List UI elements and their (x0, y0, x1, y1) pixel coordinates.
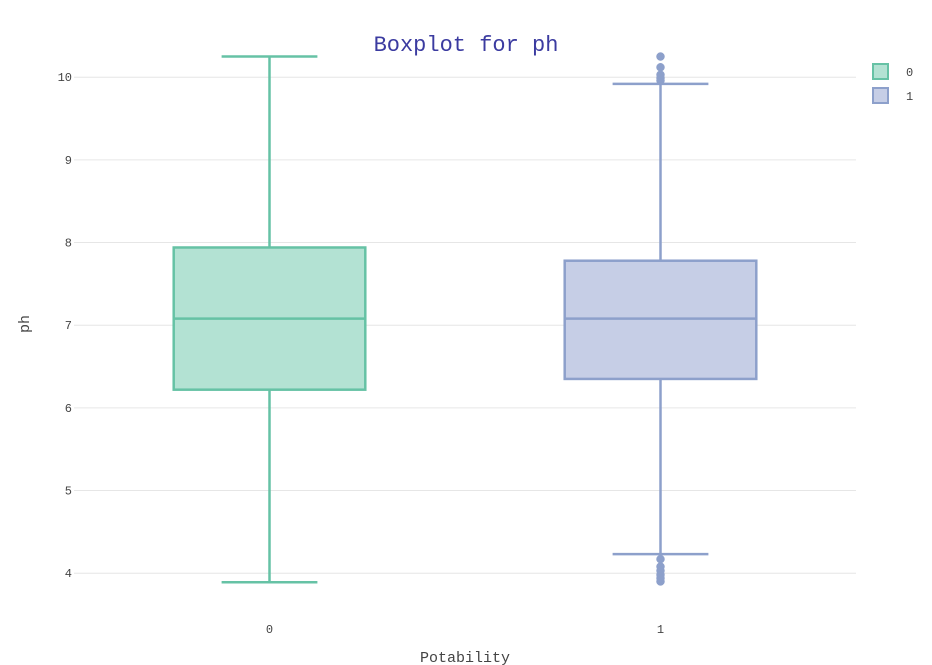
outlier-point (656, 63, 665, 72)
y-tick-label: 10 (58, 71, 72, 85)
legend-item-1[interactable]: 1 (872, 87, 913, 104)
legend[interactable]: 01 (872, 63, 913, 104)
y-tick-label: 9 (65, 154, 72, 168)
y-tick-labels: 4 5 6 7 8 9 10 (58, 71, 72, 581)
legend-item-0[interactable]: 0 (872, 63, 913, 80)
legend-label: 0 (906, 66, 913, 80)
outlier-point (656, 52, 665, 61)
x-tick-label: 0 (266, 623, 273, 637)
y-axis-title: ph (17, 315, 34, 333)
box-series (172, 52, 758, 586)
x-tick-label: 1 (657, 623, 664, 637)
chart-title: Boxplot for ph (374, 33, 559, 58)
box-trace-1[interactable] (563, 52, 758, 586)
y-tick-label: 6 (65, 402, 72, 416)
y-tick-label: 5 (65, 485, 72, 499)
y-tick-label: 7 (65, 319, 72, 333)
y-tick-label: 4 (65, 567, 72, 581)
outlier-point (656, 577, 665, 586)
y-tick-label: 8 (65, 237, 72, 251)
x-axis-title: Potability (420, 650, 510, 665)
legend-label: 1 (906, 90, 913, 104)
outlier-point (656, 554, 665, 564)
legend-swatch (872, 87, 889, 104)
outlier-point (656, 76, 665, 85)
box-trace-0[interactable] (172, 55, 367, 584)
legend-swatch (872, 63, 889, 80)
